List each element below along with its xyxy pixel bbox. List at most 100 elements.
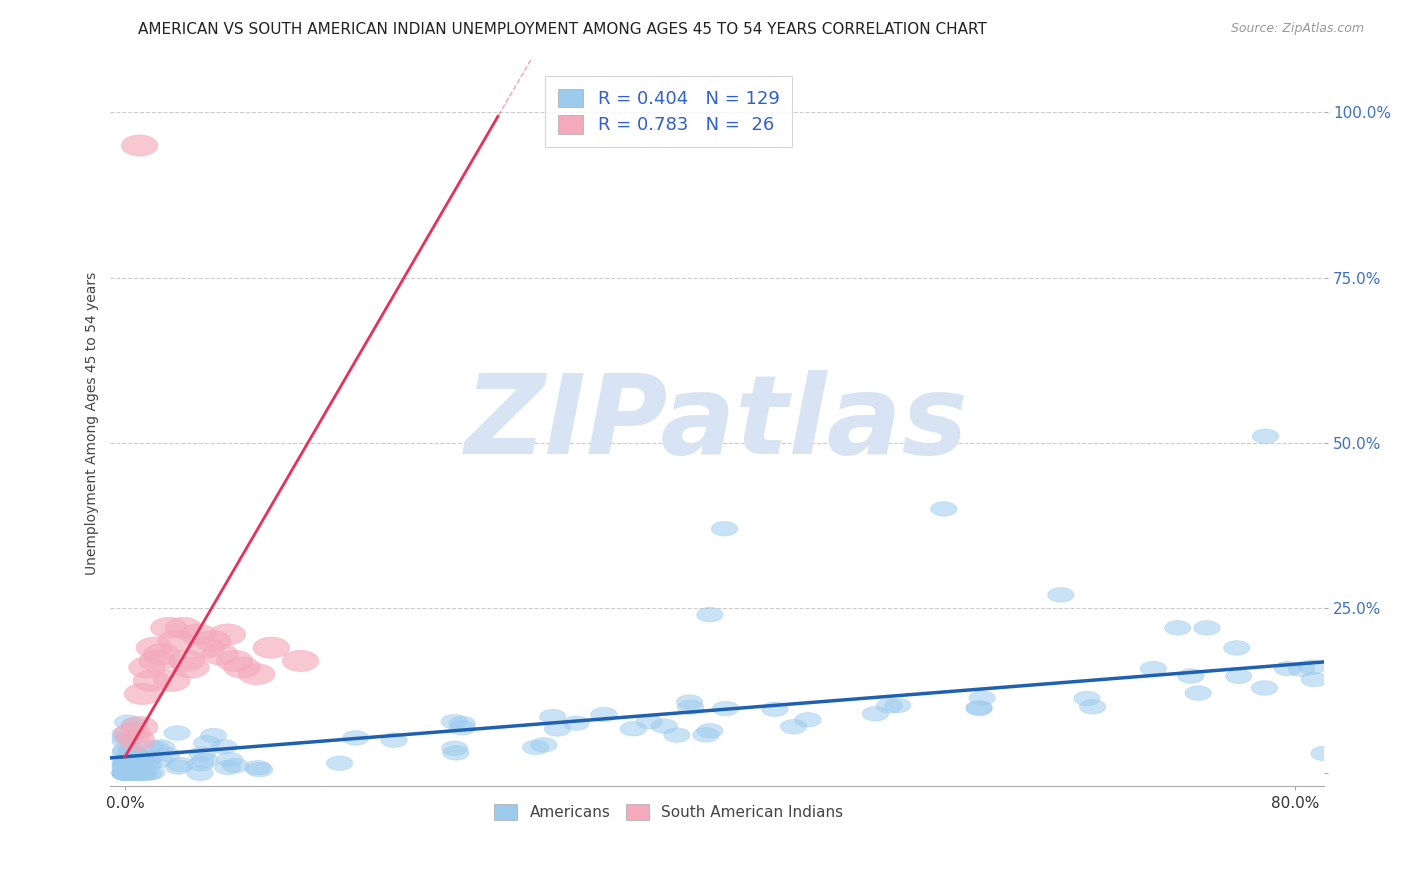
Legend: Americans, South American Indians: Americans, South American Indians (488, 797, 849, 826)
Ellipse shape (449, 716, 475, 731)
Ellipse shape (678, 700, 704, 714)
Ellipse shape (187, 766, 214, 780)
Ellipse shape (194, 736, 219, 750)
Ellipse shape (931, 501, 957, 516)
Ellipse shape (118, 730, 155, 751)
Ellipse shape (153, 747, 180, 762)
Ellipse shape (1310, 747, 1337, 761)
Ellipse shape (112, 745, 138, 760)
Text: AMERICAN VS SOUTH AMERICAN INDIAN UNEMPLOYMENT AMONG AGES 45 TO 54 YEARS CORRELA: AMERICAN VS SOUTH AMERICAN INDIAN UNEMPL… (138, 22, 987, 37)
Ellipse shape (114, 755, 139, 769)
Ellipse shape (121, 717, 148, 732)
Ellipse shape (562, 716, 589, 731)
Ellipse shape (129, 766, 156, 780)
Ellipse shape (118, 745, 143, 759)
Ellipse shape (121, 135, 157, 156)
Ellipse shape (780, 719, 807, 734)
Ellipse shape (112, 731, 138, 745)
Ellipse shape (664, 728, 690, 742)
Ellipse shape (139, 650, 176, 672)
Ellipse shape (112, 758, 139, 772)
Ellipse shape (794, 713, 821, 727)
Ellipse shape (112, 764, 138, 779)
Ellipse shape (165, 760, 191, 774)
Ellipse shape (114, 766, 141, 780)
Ellipse shape (112, 726, 138, 740)
Ellipse shape (443, 746, 470, 760)
Ellipse shape (121, 716, 157, 738)
Ellipse shape (124, 753, 149, 768)
Text: ZIPatlas: ZIPatlas (465, 369, 969, 476)
Ellipse shape (150, 617, 187, 639)
Ellipse shape (187, 637, 224, 658)
Ellipse shape (1178, 669, 1204, 683)
Ellipse shape (1274, 661, 1301, 676)
Ellipse shape (211, 739, 238, 754)
Ellipse shape (118, 754, 145, 769)
Ellipse shape (167, 757, 194, 772)
Ellipse shape (381, 733, 408, 747)
Ellipse shape (253, 637, 290, 658)
Ellipse shape (135, 766, 162, 780)
Ellipse shape (217, 650, 253, 672)
Ellipse shape (120, 766, 145, 780)
Ellipse shape (143, 740, 170, 756)
Ellipse shape (165, 726, 190, 740)
Ellipse shape (114, 766, 141, 780)
Ellipse shape (651, 719, 678, 733)
Ellipse shape (1080, 699, 1105, 714)
Ellipse shape (544, 722, 571, 736)
Ellipse shape (1226, 669, 1251, 683)
Ellipse shape (131, 766, 157, 780)
Ellipse shape (1185, 686, 1212, 700)
Ellipse shape (134, 670, 170, 691)
Ellipse shape (114, 766, 141, 780)
Ellipse shape (200, 728, 226, 743)
Ellipse shape (441, 741, 468, 756)
Ellipse shape (1253, 429, 1278, 443)
Ellipse shape (966, 700, 993, 715)
Ellipse shape (136, 637, 173, 658)
Ellipse shape (202, 644, 239, 665)
Ellipse shape (143, 644, 180, 665)
Ellipse shape (112, 734, 138, 748)
Ellipse shape (124, 683, 160, 705)
Ellipse shape (876, 698, 903, 714)
Ellipse shape (112, 760, 138, 774)
Ellipse shape (124, 752, 150, 767)
Ellipse shape (1301, 673, 1327, 687)
Ellipse shape (124, 749, 150, 764)
Ellipse shape (283, 650, 319, 672)
Ellipse shape (121, 760, 148, 774)
Ellipse shape (112, 743, 139, 758)
Ellipse shape (120, 766, 146, 780)
Ellipse shape (129, 657, 166, 678)
Ellipse shape (1251, 681, 1278, 695)
Ellipse shape (124, 763, 150, 778)
Ellipse shape (117, 731, 142, 746)
Ellipse shape (112, 766, 138, 780)
Ellipse shape (112, 757, 138, 772)
Ellipse shape (188, 747, 215, 762)
Ellipse shape (1047, 588, 1074, 602)
Ellipse shape (132, 755, 159, 769)
Ellipse shape (136, 751, 163, 765)
Ellipse shape (112, 766, 139, 780)
Ellipse shape (222, 758, 249, 772)
Ellipse shape (148, 753, 173, 767)
Ellipse shape (224, 657, 260, 678)
Ellipse shape (676, 695, 703, 709)
Ellipse shape (1140, 661, 1167, 676)
Ellipse shape (169, 650, 205, 672)
Ellipse shape (711, 522, 738, 536)
Ellipse shape (173, 657, 209, 678)
Ellipse shape (191, 753, 218, 767)
Ellipse shape (138, 765, 165, 780)
Ellipse shape (127, 751, 153, 766)
Ellipse shape (149, 739, 174, 755)
Ellipse shape (114, 714, 141, 730)
Ellipse shape (128, 751, 153, 765)
Ellipse shape (449, 721, 475, 735)
Ellipse shape (326, 756, 353, 771)
Ellipse shape (862, 706, 889, 721)
